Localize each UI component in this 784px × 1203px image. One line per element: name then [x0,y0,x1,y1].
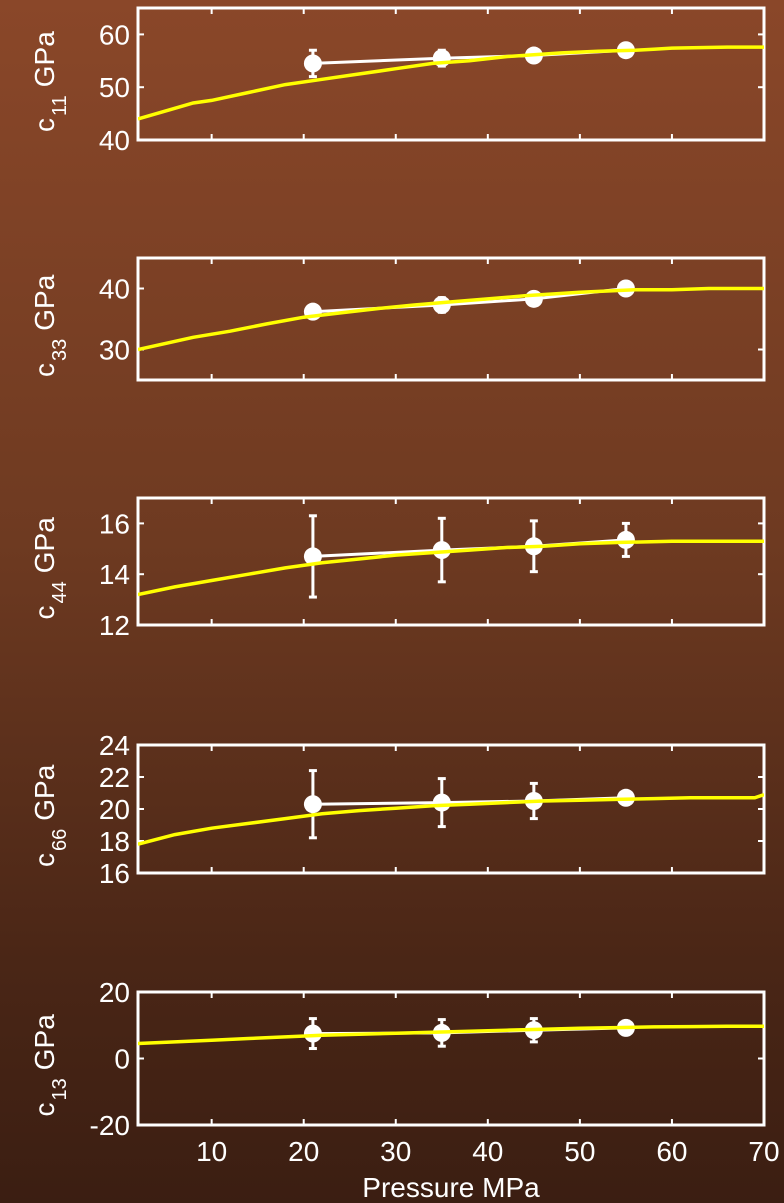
plot-frame [136,743,766,875]
y-axis-label-sub: 13 [49,1078,71,1100]
x-tick-label: 60 [656,1136,687,1167]
y-axis-label-main: c [29,118,60,132]
x-tick-label: 50 [564,1136,595,1167]
y-tick-label: 60 [99,19,130,50]
plot-frame [136,256,766,382]
y-tick-label: 16 [99,858,130,889]
model-curve [138,45,764,121]
y-axis-label-unit: GPa [29,1014,60,1070]
y-axis-label-unit: GPa [29,517,60,573]
x-tick-label: 20 [288,1136,319,1167]
y-tick-label: 20 [99,794,130,825]
y-axis-label-sub: 44 [49,581,71,603]
model-curve [138,286,764,352]
y-axis-label-main: c [29,1103,60,1117]
model-curve [138,792,764,846]
data-point [524,289,543,308]
data-point [303,547,322,566]
data-point [432,295,451,314]
x-tick-label: 40 [472,1136,503,1167]
plot-frame [136,496,766,627]
plot-frame [136,6,766,142]
y-axis-label: c 66 GPa [29,764,71,867]
data-point [432,793,451,812]
y-axis-label-sub: 11 [49,95,71,116]
chart-panel-3: 12 14 16 c 44 GPa [29,496,766,641]
y-tick-label: 40 [99,274,130,305]
y-axis-label: c 44 GPa [29,517,71,620]
y-axis-label: c 33 GPa [29,274,71,377]
y-axis-label-unit: GPa [29,31,60,87]
model-curve [138,539,764,597]
y-tick-label: 14 [99,559,130,590]
data-point [303,54,322,73]
y-tick-label: 12 [99,610,130,641]
y-tick-label: 24 [99,730,130,761]
y-axis-label-unit: GPa [29,764,60,820]
y-axis-label-main: c [29,853,60,867]
data-point [616,530,635,549]
x-tick-label: 30 [380,1136,411,1167]
y-tick-label: 0 [114,1044,130,1075]
y-tick-label: 22 [99,762,130,793]
y-tick-label: 30 [99,335,130,366]
y-axis-label: c 11 GPa [29,31,71,132]
data-point [303,1024,322,1043]
y-tick-label: 40 [99,125,130,156]
y-tick-label: 50 [99,72,130,103]
x-tick-label: 70 [748,1136,779,1167]
chart-panel-1: 40 50 60 c 11 GPa [29,6,766,156]
y-axis-label-sub: 33 [49,339,71,361]
y-tick-label: 20 [99,977,130,1008]
x-tick-label: 10 [196,1136,227,1167]
model-curve [138,1024,764,1046]
y-axis-label-main: c [29,606,60,620]
data-point [303,795,322,814]
y-tick-label: 18 [99,826,130,857]
y-axis-label-unit: GPa [29,274,60,330]
y-tick-label: -20 [90,1110,130,1141]
x-axis-label: Pressure MPa [362,1172,540,1203]
y-axis-label-main: c [29,363,60,377]
y-axis-label: c 13 GPa [29,1014,71,1117]
plot-frame [136,990,766,1127]
data-point [432,541,451,560]
chart-panel-2: 30 40 c 33 GPa [29,256,766,382]
y-tick-label: 16 [99,508,130,539]
y-axis-label-sub: 66 [49,829,71,851]
chart-panel-5: -20 0 20 c 13 GPa 10 20 30 40 50 60 70 Pressure MPa [29,977,780,1203]
